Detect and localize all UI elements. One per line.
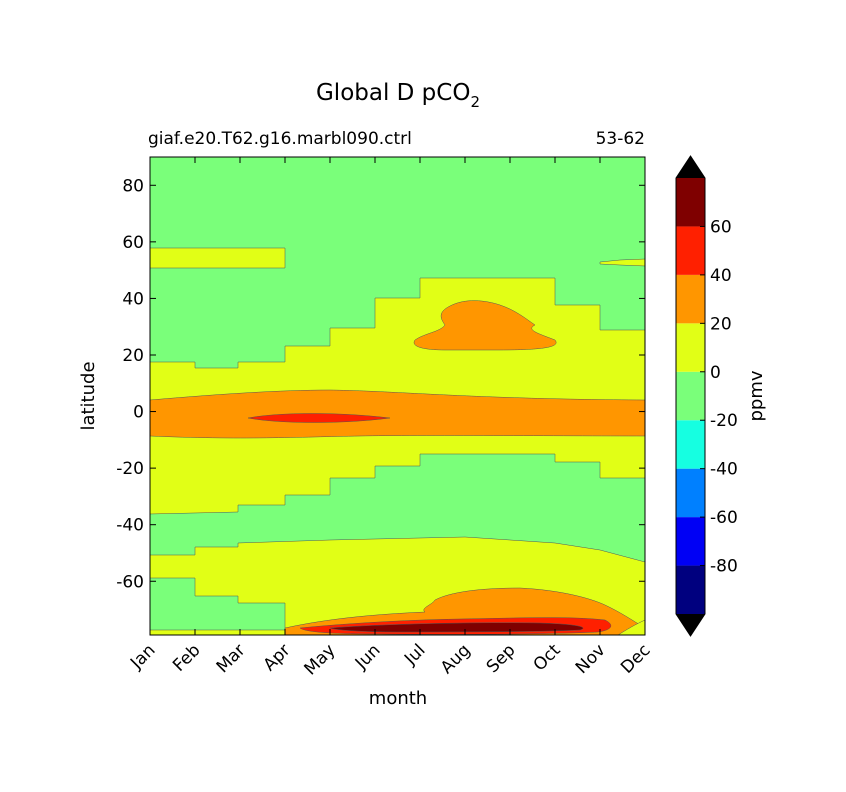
colorbar-segment	[676, 371, 705, 421]
x-tick-label: Sep	[483, 640, 520, 677]
x-tick-label: Jun	[351, 640, 385, 674]
y-tick-label: -40	[116, 516, 144, 536]
x-tick-label: May	[301, 640, 340, 679]
x-tick-label: Dec	[617, 640, 654, 677]
y-tick-label: 40	[122, 289, 144, 309]
colorbar-segment	[676, 323, 705, 372]
contour-60-80-southern	[329, 622, 584, 633]
colorbar-label: ppmv	[746, 370, 767, 421]
contour-0-20-northern-strip	[150, 247, 286, 269]
x-tick-label: Oct	[530, 640, 565, 675]
x-tick-label: Mar	[213, 640, 250, 677]
y-tick-label: -20	[116, 459, 144, 479]
y-tick-label: 0	[133, 403, 144, 423]
contour-0-20-lower-right	[617, 619, 645, 635]
colorbar-tick-label: -20	[710, 411, 738, 431]
x-tick-label: Aug	[437, 640, 475, 678]
colorbar-segment	[676, 274, 705, 324]
x-tick-label: Feb	[169, 640, 204, 675]
contour-20-40-equatorial	[150, 389, 645, 439]
colorbar-tick-label: 40	[710, 266, 732, 286]
y-tick-label: 60	[122, 233, 144, 253]
colorbar-tick-label: 20	[710, 314, 732, 334]
x-tick-label: Jan	[126, 640, 159, 673]
plot-frame	[149, 156, 646, 636]
x-tick-label: Jul	[400, 640, 429, 669]
colorbar-tick-label: -80	[710, 557, 738, 577]
colorbar-segment	[676, 565, 705, 614]
colorbar-tick-label: -40	[710, 460, 738, 480]
x-tick-label: Apr	[260, 640, 295, 675]
colorbar-segment	[676, 420, 705, 469]
colorbar: -80 -60 -40 -20 0 20 40 60	[675, 155, 738, 637]
contour-0-20-northern-strip-east	[599, 258, 645, 267]
contour-40-60-equatorial	[247, 413, 391, 423]
contour-plot	[150, 157, 645, 635]
colorbar-segment	[676, 517, 705, 566]
chart-title: Global D pCO2	[316, 80, 480, 111]
colorbar-extend-min	[676, 614, 705, 636]
colorbar-tick-label: -60	[710, 508, 738, 528]
x-tick-label: Nov	[572, 640, 610, 678]
subtitle-right: 53-62	[596, 129, 645, 149]
contour-20-40-northern-blob	[413, 300, 557, 351]
colorbar-extend-max	[676, 156, 705, 178]
colorbar-tick-label: 0	[710, 363, 721, 383]
colorbar-segment	[676, 468, 705, 518]
y-axis-label: latitude	[78, 361, 99, 430]
subtitle-left: giaf.e20.T62.g16.marbl090.ctrl	[148, 129, 412, 149]
colorbar-segment	[676, 178, 705, 227]
colorbar-tick-label: 60	[710, 217, 732, 237]
y-tick-label: -60	[116, 572, 144, 592]
y-axis: -60 -40 -20 0 20 40 60 80	[116, 176, 645, 592]
y-tick-label: 80	[122, 176, 144, 196]
colorbar-outline	[675, 155, 706, 637]
y-tick-label: 20	[122, 346, 144, 366]
colorbar-segment	[676, 226, 705, 275]
x-axis-label: month	[369, 688, 427, 709]
